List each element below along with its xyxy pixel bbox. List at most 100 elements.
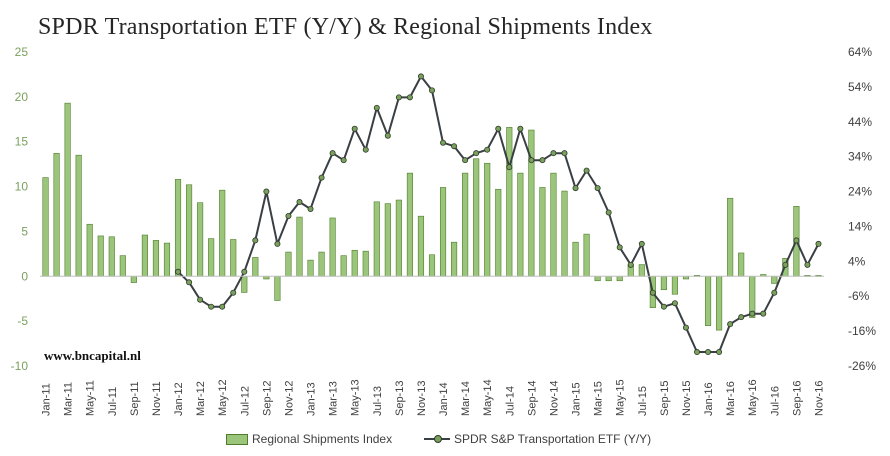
x-tick-label: May-12 [217, 379, 229, 416]
shipments-bar [285, 251, 292, 277]
x-tick-label: Nov-13 [416, 381, 428, 416]
etf-point [175, 268, 182, 275]
legend-label-etf: SPDR S&P Transportation ETF (Y/Y) [454, 432, 652, 446]
etf-point [793, 237, 800, 244]
shipments-bar [517, 172, 524, 277]
etf-point [705, 349, 712, 356]
shipments-bar [727, 197, 734, 277]
x-tick-label: Nov-15 [681, 381, 693, 416]
shipments-bar [550, 172, 557, 277]
etf-point [451, 143, 458, 150]
x-tick-label: Mar-14 [460, 381, 472, 416]
y-left-tick-label: 10 [15, 180, 29, 194]
x-tick-label: May-14 [482, 379, 494, 416]
etf-point [760, 310, 767, 317]
x-tick-label: May-11 [85, 380, 97, 416]
x-tick-label: Jan-12 [173, 382, 185, 416]
etf-point [373, 104, 380, 111]
etf-point [815, 240, 822, 247]
etf-point [495, 125, 502, 132]
etf-point [638, 240, 645, 247]
etf-point [340, 157, 347, 164]
shipments-bar [362, 250, 369, 277]
etf-point [738, 314, 745, 321]
etf-point [616, 244, 623, 251]
etf-point [804, 261, 811, 268]
shipments-bar [329, 217, 336, 277]
etf-point [186, 279, 193, 286]
x-tick-label: May-13 [350, 379, 362, 416]
shipments-bar [716, 275, 723, 331]
etf-point [329, 150, 336, 157]
x-tick-label: Jul-13 [372, 386, 384, 416]
shipments-bar [75, 154, 82, 277]
shipments-bar [53, 153, 60, 277]
shipments-bar [351, 249, 358, 277]
shipments-bar [473, 158, 480, 277]
y-right-tick-label: 34% [848, 150, 872, 164]
shipments-bar [252, 257, 259, 277]
x-tick-label: Sep-14 [526, 381, 538, 416]
etf-point [395, 94, 402, 101]
y-right-tick-label: 64% [848, 45, 872, 59]
etf-point [351, 125, 358, 132]
etf-point [550, 150, 557, 157]
shipments-bar [462, 172, 469, 277]
shipments-bar [307, 259, 314, 277]
etf-point [594, 185, 601, 192]
y-left-tick-label: 5 [21, 224, 28, 238]
etf-point [296, 199, 303, 206]
etf-point [406, 94, 413, 101]
shipments-bar [605, 275, 612, 282]
y-right-tick-label: -26% [848, 359, 876, 373]
etf-point [484, 146, 491, 153]
y-left-tick-label: -5 [17, 314, 28, 328]
etf-point [263, 188, 270, 195]
shipments-bar [539, 187, 546, 277]
shipments-bar [64, 102, 71, 277]
x-tick-label: May-15 [615, 379, 627, 416]
legend-line-swatch [424, 434, 450, 444]
shipments-bar [274, 275, 281, 301]
etf-point [660, 303, 667, 310]
legend-label-shipments: Regional Shipments Index [252, 432, 393, 446]
etf-point [219, 303, 226, 310]
shipments-bar [395, 199, 402, 277]
shipments-bar [384, 203, 391, 277]
shipments-bar [495, 188, 502, 277]
shipments-bar [771, 275, 778, 284]
x-tick-label: Jul-14 [504, 386, 516, 416]
etf-point [274, 240, 281, 247]
y-right-tick-label: -6% [848, 289, 870, 303]
shipments-bar [141, 234, 148, 277]
etf-point [605, 209, 612, 216]
x-tick-label: Jan-13 [306, 382, 318, 416]
shipments-bar [704, 275, 712, 326]
y-right-tick-label: 4% [848, 254, 866, 268]
shipments-bar [186, 184, 193, 277]
shipments-bar [660, 275, 667, 291]
etf-point [252, 237, 259, 244]
x-tick-label: Nov-16 [813, 381, 825, 416]
etf-point [528, 157, 535, 164]
etf-point [241, 268, 248, 275]
x-tick-label: Jan-16 [703, 382, 715, 416]
watermark-text: www.bncapital.nl [44, 348, 141, 363]
etf-point [572, 185, 579, 192]
shipments-bar [439, 187, 447, 277]
etf-point [771, 289, 778, 296]
etf-point [417, 73, 424, 80]
shipments-bar [119, 255, 126, 277]
x-tick-label: Jul-11 [107, 387, 119, 416]
etf-point [462, 157, 469, 164]
y-left-tick-label: -10 [11, 359, 29, 373]
shipments-bar [318, 251, 325, 277]
y-right-tick-label: 44% [848, 115, 872, 129]
shipments-bar [506, 127, 513, 277]
y-left-tick-label: 0 [21, 269, 28, 283]
x-tick-label: Sep-11 [129, 381, 141, 416]
legend-bar-swatch [226, 433, 248, 445]
y-left-tick-label: 15 [15, 135, 29, 149]
etf-point [561, 150, 568, 157]
x-tick-label: Jul-15 [637, 386, 649, 416]
